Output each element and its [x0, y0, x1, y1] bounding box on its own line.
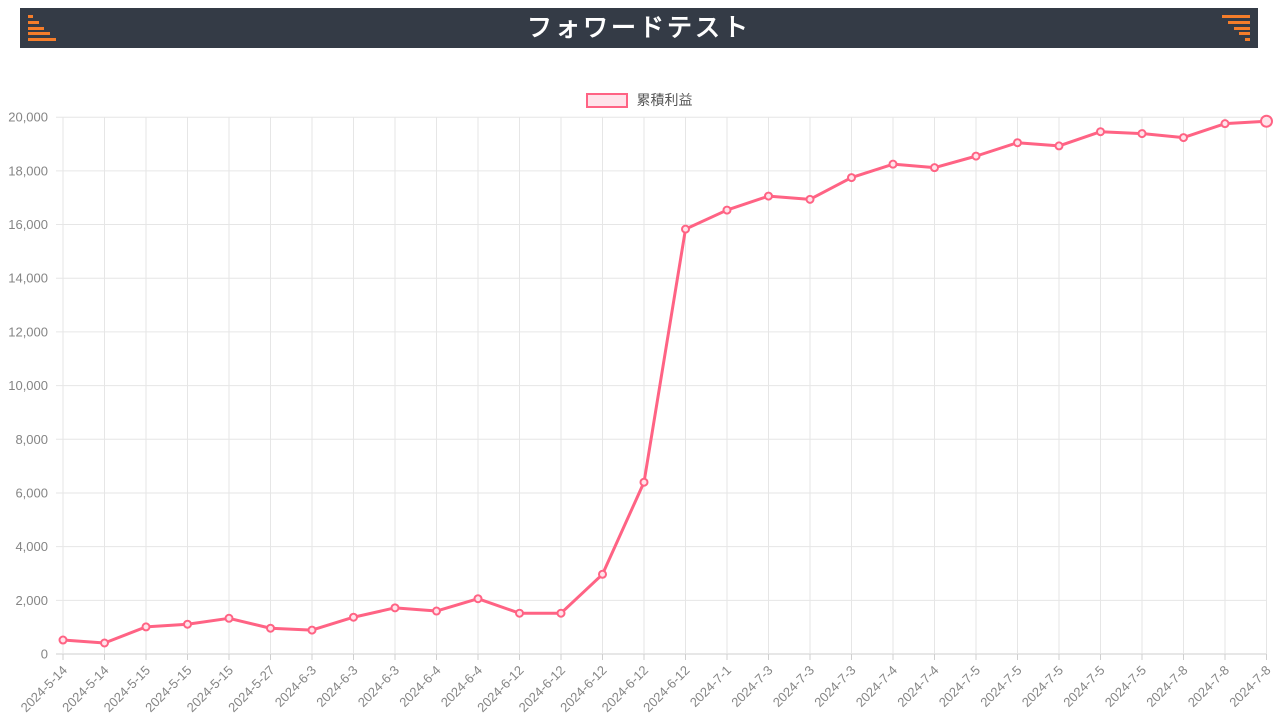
- header-bar: フォワードテスト: [20, 8, 1258, 48]
- data-point[interactable]: [598, 569, 607, 579]
- x-tick-label: 2024-7-5: [977, 663, 1024, 710]
- data-point[interactable]: [307, 625, 317, 635]
- data-point[interactable]: [1179, 133, 1188, 143]
- data-point[interactable]: [971, 151, 981, 161]
- x-tick-label: 2024-7-4: [894, 663, 941, 710]
- data-point[interactable]: [141, 622, 151, 632]
- data-point[interactable]: [473, 594, 483, 604]
- x-tick-label: 2024-6-3: [272, 663, 319, 710]
- data-point[interactable]: [349, 612, 358, 622]
- x-tick-label: 2024-7-5: [936, 663, 983, 710]
- data-point[interactable]: [681, 224, 690, 234]
- series-line[interactable]: [61, 119, 1268, 645]
- y-tick-label: 4,000: [15, 539, 48, 554]
- ascending-bars-icon: [28, 15, 58, 41]
- data-point[interactable]: [722, 205, 732, 215]
- legend-swatch: [585, 92, 628, 108]
- logo-stripe: [28, 15, 33, 18]
- x-tick-label: 2024-7-8: [1143, 663, 1190, 710]
- logo-stripe: [1228, 20, 1250, 24]
- y-tick-label: 0: [41, 647, 48, 662]
- page-title: フォワードテスト: [526, 14, 751, 42]
- logo-stripe: [1239, 32, 1250, 36]
- y-tick-label: 14,000: [8, 271, 48, 286]
- y-tick-label: 18,000: [8, 163, 48, 178]
- data-point[interactable]: [1137, 129, 1147, 139]
- data-point[interactable]: [639, 477, 649, 487]
- legend-label: 累積利益: [636, 92, 693, 108]
- logo-stripe: [28, 26, 44, 30]
- x-tick-label: 2024-7-4: [853, 663, 900, 710]
- data-point[interactable]: [1096, 127, 1105, 137]
- x-tick-label: 2024-7-1: [687, 663, 734, 710]
- data-point[interactable]: [1260, 114, 1273, 128]
- data-point[interactable]: [224, 613, 234, 623]
- data-point[interactable]: [930, 163, 939, 173]
- data-point[interactable]: [100, 638, 109, 648]
- y-tick-label: 12,000: [8, 324, 48, 339]
- x-tick-label: 2024-6-4: [396, 663, 443, 710]
- logo-stripe: [28, 20, 39, 24]
- y-tick-label: 10,000: [8, 378, 48, 393]
- chart-legend[interactable]: 累積利益: [0, 90, 1278, 110]
- data-point[interactable]: [515, 608, 524, 618]
- x-tick-label: 2024-6-3: [313, 663, 360, 710]
- data-point[interactable]: [266, 623, 275, 633]
- data-point[interactable]: [847, 173, 856, 183]
- x-tick-label: 2024-7-3: [770, 663, 817, 710]
- y-tick-label: 8,000: [15, 432, 48, 447]
- y-tick-label: 2,000: [15, 593, 48, 608]
- data-point[interactable]: [764, 191, 773, 201]
- data-point[interactable]: [1013, 138, 1022, 148]
- logo-stripe: [1234, 26, 1250, 30]
- x-tick-label: 2024-7-3: [728, 663, 775, 710]
- x-tick-label: 2024-7-8: [1226, 663, 1273, 710]
- logo-stripe: [1222, 15, 1250, 18]
- data-point[interactable]: [1054, 141, 1064, 151]
- y-tick-label: 16,000: [8, 217, 48, 232]
- y-tick-label: 20,000: [8, 110, 48, 125]
- data-point[interactable]: [432, 606, 441, 616]
- data-point[interactable]: [1220, 119, 1230, 129]
- descending-bars-icon: [1220, 15, 1250, 41]
- x-tick-label: 2024-7-5: [1102, 663, 1149, 710]
- data-point[interactable]: [556, 608, 566, 618]
- data-point[interactable]: [183, 619, 192, 629]
- x-tick-label: 2024-7-8: [1185, 663, 1232, 710]
- data-point[interactable]: [58, 635, 68, 645]
- x-tick-label: 2024-7-5: [1060, 663, 1107, 710]
- logo-stripe: [1245, 38, 1250, 41]
- data-point[interactable]: [805, 194, 815, 204]
- y-tick-label: 6,000: [15, 485, 48, 500]
- x-tick-label: 2024-7-3: [811, 663, 858, 710]
- logo-stripe: [28, 38, 56, 41]
- data-point[interactable]: [888, 159, 898, 169]
- x-tick-label: 2024-6-3: [355, 663, 402, 710]
- x-tick-label: 2024-7-5: [1019, 663, 1066, 710]
- logo-stripe: [28, 32, 50, 36]
- data-point[interactable]: [390, 603, 400, 613]
